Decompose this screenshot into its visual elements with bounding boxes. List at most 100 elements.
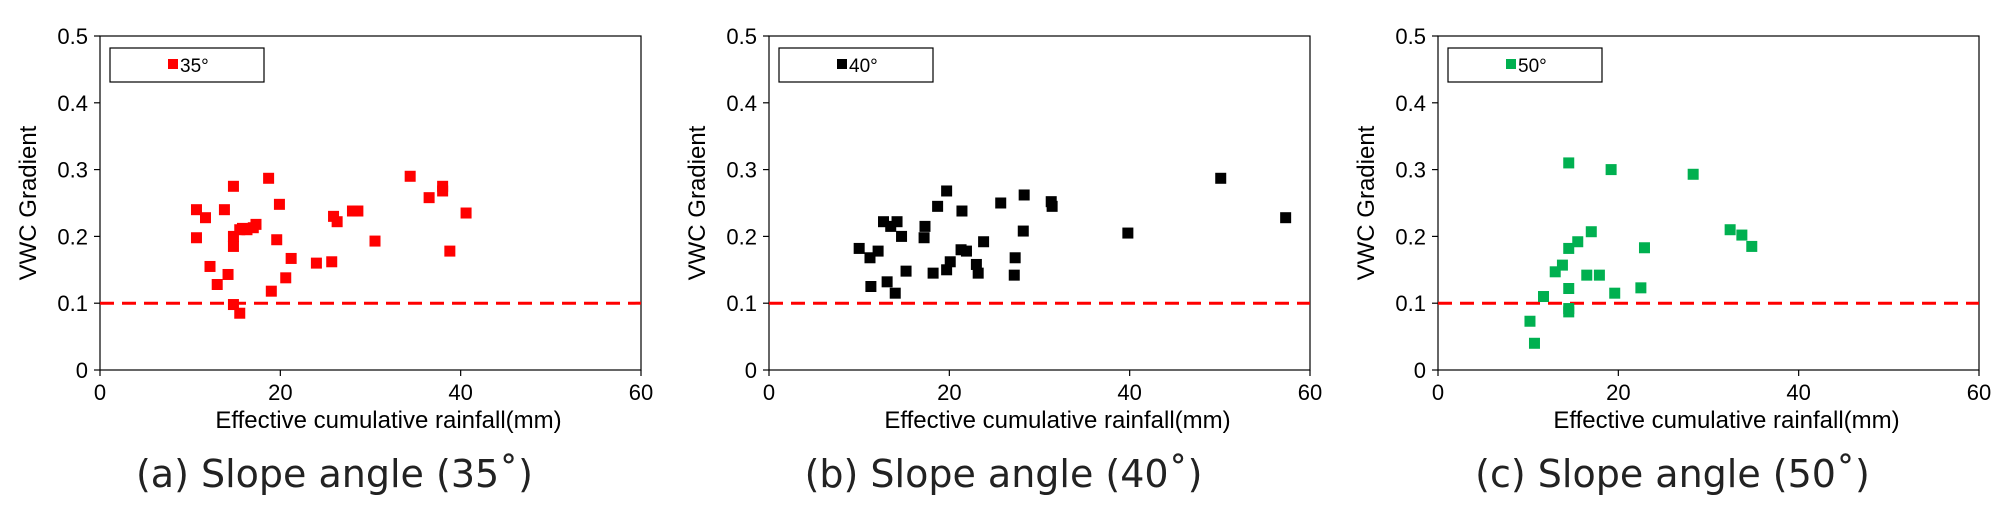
y-tick-label: 0.3: [726, 158, 757, 183]
data-point: [865, 281, 877, 292]
data-point: [970, 258, 982, 270]
chart-caption-35: (a) Slope angle (35˚): [135, 452, 534, 496]
x-tick-label: 60: [1298, 380, 1322, 405]
data-point: [285, 252, 297, 264]
data-point: [872, 245, 884, 257]
data-point: [369, 235, 381, 247]
data-point: [896, 230, 908, 242]
plot-area: [1437, 35, 1980, 371]
legend-label: 35°: [180, 56, 209, 77]
data-point: [326, 256, 338, 268]
data-point: [1046, 200, 1058, 212]
y-tick-label: 0.1: [1395, 291, 1426, 316]
x-tick-label: 40: [448, 380, 472, 405]
data-point: [1563, 157, 1575, 169]
data-point: [919, 220, 931, 232]
chart-caption-50: (c) Slope angle (50˚): [1475, 452, 1870, 496]
y-tick-label: 0: [745, 358, 757, 383]
scatter-chart-40: 0 0.1 0.2 0.3 0.4 0.5 0 20 40 60 Effective cumulat…: [684, 24, 1322, 434]
data-point: [1018, 189, 1030, 201]
data-point: [1009, 252, 1021, 264]
y-tick-label: 0.5: [57, 24, 88, 49]
data-point: [932, 200, 944, 212]
y-axis-label: VWC Gradient: [1353, 125, 1380, 280]
legend-marker: [168, 59, 178, 69]
data-point: [271, 234, 283, 246]
data-point: [1528, 337, 1540, 349]
data-point: [1572, 236, 1584, 248]
data-point: [222, 268, 234, 280]
data-point: [941, 185, 953, 197]
x-tick-label: 60: [1967, 380, 1991, 405]
data-point: [227, 240, 239, 252]
legend-label: 50°: [1518, 56, 1547, 77]
data-point: [234, 307, 246, 319]
y-tick-label: 0.4: [1395, 91, 1426, 116]
legend-marker: [837, 59, 847, 69]
data-point: [1609, 287, 1621, 299]
data-point: [1593, 269, 1605, 281]
data-point: [853, 242, 865, 254]
x-tick-label: 0: [94, 380, 106, 405]
y-tick-label: 0.2: [57, 224, 88, 249]
data-point: [199, 212, 211, 224]
x-axis-label: Effective cumulative rainfall(mm): [215, 407, 561, 434]
data-point: [1524, 315, 1536, 327]
y-axis-label: VWC Gradient: [684, 125, 711, 280]
data-point: [1638, 242, 1650, 254]
y-tick-label: 0.4: [726, 91, 757, 116]
data-point: [864, 252, 876, 264]
data-point: [1017, 225, 1029, 237]
y-tick-label: 0.1: [57, 291, 88, 316]
x-tick-label: 20: [937, 380, 961, 405]
data-point: [1736, 229, 1748, 241]
data-point: [881, 276, 893, 288]
data-point: [885, 220, 897, 232]
legend-box: [1447, 47, 1603, 83]
x-axis-label: Effective cumulative rainfall(mm): [1553, 407, 1899, 434]
scatter-chart-50: 0 0.1 0.2 0.3 0.4 0.5 0 20 40 60 Effective cumulat…: [1353, 24, 1991, 434]
data-point: [960, 245, 972, 257]
data-point: [1563, 283, 1575, 295]
data-point: [878, 216, 890, 228]
data-point: [190, 232, 202, 244]
data-point: [265, 285, 277, 297]
legend-box: [778, 47, 934, 83]
x-tick-label: 0: [763, 380, 775, 405]
data-point: [1537, 291, 1549, 303]
data-point: [972, 267, 984, 279]
data-point: [227, 299, 239, 311]
data-point: [918, 232, 930, 244]
data-point: [995, 197, 1007, 209]
data-point: [1280, 212, 1292, 224]
data-point: [1635, 282, 1647, 294]
data-point: [227, 180, 239, 192]
x-tick-label: 40: [1117, 380, 1141, 405]
data-point: [423, 192, 435, 204]
legend-box: [109, 47, 265, 83]
y-tick-label: 0.5: [1395, 24, 1426, 49]
x-tick-label: 20: [268, 380, 292, 405]
data-point: [310, 257, 322, 269]
data-point: [978, 236, 990, 248]
y-tick-label: 0.1: [726, 291, 757, 316]
data-point: [1122, 227, 1134, 239]
data-point: [352, 205, 364, 217]
data-point: [1687, 168, 1699, 180]
chart-caption-40: (b) Slope angle (40˚): [804, 452, 1203, 496]
data-point: [956, 205, 968, 217]
data-point: [218, 204, 230, 216]
x-tick-label: 40: [1786, 380, 1810, 405]
data-point: [190, 204, 202, 216]
data-point: [444, 245, 456, 257]
data-point: [941, 264, 953, 276]
data-point: [227, 230, 239, 242]
plot-area: [99, 35, 642, 371]
data-point: [331, 216, 343, 228]
y-axis-label: VWC Gradient: [15, 125, 42, 280]
data-point: [280, 272, 292, 284]
chart-panel-35: 0 0.1 0.2 0.3 0.4 0.5 0 20 40 60 Effective cumulat…: [0, 0, 669, 514]
chart-panel-40: 0 0.1 0.2 0.3 0.4 0.5 0 20 40 60 Effective cumulat…: [669, 0, 1338, 514]
data-point: [211, 278, 223, 290]
data-point: [927, 267, 939, 279]
